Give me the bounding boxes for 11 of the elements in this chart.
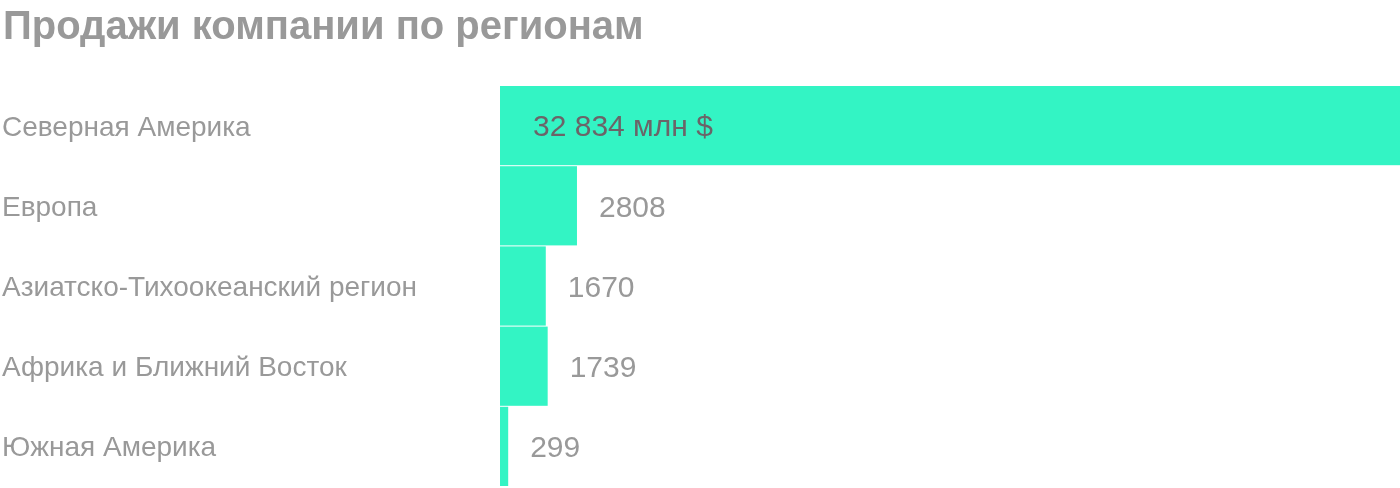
y-tick-label: Южная Америка: [2, 431, 217, 463]
data-label: 1739: [569, 350, 637, 383]
data-label: 299: [530, 430, 581, 464]
y-tick-label: Европа: [2, 190, 98, 222]
data-label: 32 834 млн $: [533, 109, 714, 143]
data-label: 1670: [567, 269, 635, 303]
data-label: 2808: [598, 189, 666, 223]
y-tick-label: Африка и Ближний Восток: [2, 351, 348, 383]
chart-title: Продажи компании по регионам: [3, 3, 644, 47]
y-tick-label: Азиатско-Тихоокеанский регион: [2, 271, 417, 303]
y-tick-label: Северная Америка: [2, 110, 252, 142]
